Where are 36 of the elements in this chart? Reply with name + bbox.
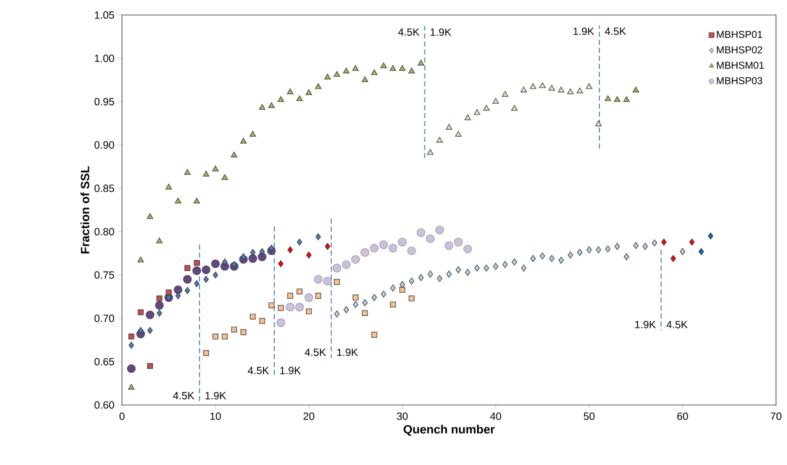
legend-label: MBHSP03 <box>716 77 762 84</box>
annotation: 4.5K <box>173 392 194 400</box>
annotation: 1.9K <box>206 392 226 400</box>
legend-label: MBHSP02 <box>716 46 762 54</box>
y-tick-label: 0.80 <box>94 228 114 236</box>
y-tick-label: 0.75 <box>94 271 114 279</box>
y-axis-title: Fraction of SSL <box>80 166 90 254</box>
y-tick-label: 1.00 <box>94 54 114 62</box>
y-tick-label: 0.70 <box>94 314 114 322</box>
legend-label: MBHSM01 <box>716 62 764 69</box>
annotation: 1.9K <box>635 320 656 328</box>
x-tick-label: 10 <box>210 412 221 420</box>
y-tick-label: 0.95 <box>94 98 114 106</box>
y-tick-label: 0.85 <box>94 184 114 192</box>
x-tick-label: 20 <box>304 412 314 420</box>
y-tick-label: 0.60 <box>94 401 114 409</box>
annotation: 1.9K <box>430 28 452 36</box>
y-tick-label: 1.05 <box>94 11 114 19</box>
annotation: 1.9K <box>280 366 301 374</box>
x-axis-title: Quench number <box>404 424 495 436</box>
annotation: 1.9K <box>574 28 594 36</box>
y-tick-label: 0.90 <box>94 141 114 149</box>
annotation: 1.9K <box>337 348 358 356</box>
x-tick-label: 40 <box>490 412 502 420</box>
annotation: 4.5K <box>304 348 326 356</box>
annotation: 4.5K <box>666 320 688 328</box>
y-tick-label: 0.65 <box>94 358 114 366</box>
x-tick-label: 50 <box>584 412 595 420</box>
legend-label: MBHSP01 <box>716 30 762 38</box>
x-tick-label: 30 <box>396 412 408 420</box>
x-tick-label: 0 <box>119 412 124 420</box>
annotation: 4.5K <box>398 28 420 36</box>
annotation: 4.5K <box>248 366 269 374</box>
annotation: 4.5K <box>604 28 626 35</box>
x-tick-label: 70 <box>770 412 782 420</box>
x-tick-label: 60 <box>677 412 688 420</box>
